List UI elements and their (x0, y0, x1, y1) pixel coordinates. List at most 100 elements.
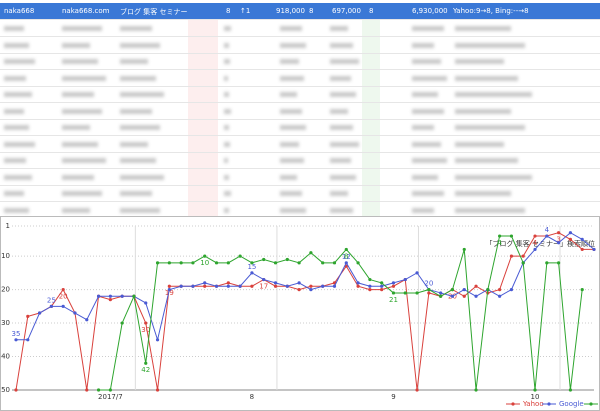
point (167, 287, 171, 292)
point-label: 20 (59, 293, 68, 301)
blurred-row[interactable] (0, 152, 600, 169)
point-label: 12 (342, 253, 351, 261)
point (120, 294, 124, 298)
point (85, 388, 89, 392)
cell: 8 (226, 7, 231, 15)
blurred-text (455, 158, 518, 163)
blurred-text (412, 108, 444, 114)
point (403, 277, 407, 282)
point-label: 4 (545, 226, 550, 234)
point (273, 284, 278, 288)
blurred-text (62, 26, 102, 31)
legend-marker (547, 402, 551, 406)
point (439, 294, 443, 298)
point (108, 294, 112, 298)
point (108, 388, 112, 392)
selected-row[interactable]: naka668 naka668.com ブログ 集客 セミナー 8 ↑1 918… (0, 3, 600, 20)
blurred-row[interactable] (0, 20, 600, 37)
point (273, 281, 278, 285)
point (356, 284, 360, 288)
point (96, 388, 101, 392)
blurred-text (412, 174, 438, 180)
point (592, 247, 596, 252)
blurred-text (280, 158, 304, 163)
cell: 8 (309, 7, 314, 15)
blurred-row[interactable] (0, 119, 600, 136)
blurred-text (62, 174, 94, 180)
blurred-text (224, 59, 230, 64)
point-label: 30 (141, 326, 150, 334)
point (297, 261, 301, 265)
blurred-text (412, 207, 435, 213)
point (557, 261, 561, 265)
blurred-row[interactable] (0, 169, 600, 186)
point (73, 311, 77, 315)
blurred-text (62, 75, 106, 81)
point (498, 234, 502, 238)
point (462, 247, 466, 252)
point (557, 231, 561, 235)
blurred-text (280, 174, 297, 180)
blurred-text (280, 26, 302, 31)
blurred-text (330, 26, 349, 31)
point (521, 261, 525, 265)
point (580, 287, 584, 292)
point (427, 287, 431, 292)
blurred-row[interactable] (0, 185, 600, 202)
point (226, 284, 230, 288)
point (85, 318, 89, 322)
blurred-text (4, 92, 32, 97)
blurred-text (120, 125, 160, 130)
point (568, 237, 573, 241)
blurred-text (280, 42, 307, 48)
blurred-text (62, 108, 102, 114)
legend-marker (511, 402, 515, 406)
blurred-text (62, 92, 94, 97)
blurred-text (224, 158, 229, 163)
cell: naka668.com (62, 7, 110, 15)
point (321, 284, 325, 288)
blurred-text (280, 125, 307, 130)
blurred-row[interactable] (0, 70, 600, 87)
point (356, 281, 360, 285)
blurred-text (120, 26, 152, 31)
point (415, 388, 419, 392)
blurred-row[interactable] (0, 86, 600, 103)
blurred-row[interactable] (0, 37, 600, 54)
y-tick-label: 1 (6, 222, 10, 230)
blurred-row[interactable] (0, 103, 600, 120)
blurred-row[interactable] (0, 136, 600, 153)
blurred-text (62, 141, 98, 147)
point (191, 284, 195, 288)
blurred-text (280, 141, 300, 147)
series-line (16, 232, 595, 342)
point-label: 35 (12, 330, 21, 338)
point-label: 20 (424, 280, 433, 288)
y-tick-label: 10 (1, 252, 10, 260)
point (533, 234, 537, 238)
blurred-text (280, 108, 302, 114)
point (238, 254, 242, 258)
point (203, 284, 207, 288)
blurred-text (62, 207, 90, 213)
point (415, 271, 419, 275)
point (250, 284, 254, 288)
blurred-text (224, 108, 231, 114)
blurred-row[interactable] (0, 202, 600, 217)
blurred-text (412, 141, 441, 147)
blurred-row[interactable] (0, 53, 600, 70)
blurred-text (62, 125, 90, 130)
point (321, 261, 325, 265)
point (509, 254, 514, 258)
point (155, 261, 160, 265)
blurred-text (280, 75, 304, 81)
cell: 8 (369, 7, 374, 15)
series-line (15, 232, 594, 391)
blurred-text (120, 207, 160, 213)
cell: 918,000 (276, 7, 305, 15)
keyword-table: naka668 naka668.com ブログ 集客 セミナー 8 ↑1 918… (0, 3, 600, 217)
chart-frame (0, 216, 600, 411)
point (214, 261, 219, 265)
blurred-text (280, 59, 300, 64)
